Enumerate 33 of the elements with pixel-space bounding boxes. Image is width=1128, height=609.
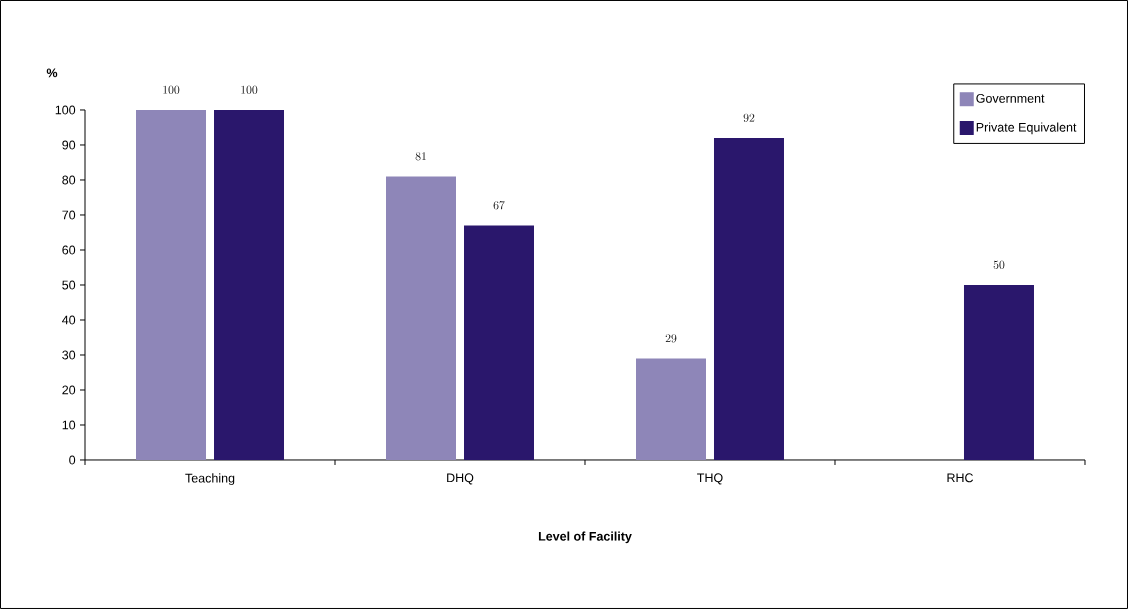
y-axis-title: % (46, 68, 58, 78)
legend-label: Private Equivalent (976, 122, 1077, 135)
x-tick-label: RHC (947, 473, 974, 483)
bar (386, 176, 456, 460)
y-tick-label: 80 (62, 175, 76, 185)
data-label: 50 (993, 260, 1005, 269)
data-label: 100 (241, 85, 258, 94)
data-label: 100 (163, 85, 180, 94)
bar (636, 358, 706, 460)
data-label: 92 (743, 113, 755, 122)
y-tick-label: 100 (55, 105, 76, 115)
data-label: 81 (415, 152, 426, 161)
legend-label: Government (976, 93, 1045, 103)
x-tick-label: THQ (697, 473, 723, 485)
y-tick-label: 20 (62, 385, 76, 395)
x-axis-title: Level of Facility (538, 531, 632, 544)
y-tick-label: 70 (62, 210, 76, 220)
y-tick-label: 0 (69, 455, 76, 465)
bar (214, 109, 285, 460)
x-tick-label: DHQ (447, 473, 474, 485)
bar (136, 109, 207, 460)
y-tick-label: 40 (62, 315, 76, 325)
bar (464, 225, 534, 460)
data-label: 67 (493, 201, 505, 210)
data-label: 29 (665, 334, 677, 343)
y-tick-label: 60 (62, 245, 76, 255)
y-tick-label: 30 (62, 350, 76, 360)
x-tick-label: Teaching (185, 473, 235, 485)
y-tick-label: 90 (62, 140, 76, 150)
y-tick-label: 50 (62, 280, 76, 290)
y-tick-label: 10 (62, 420, 76, 430)
bar (963, 284, 1034, 460)
bar (714, 137, 784, 460)
